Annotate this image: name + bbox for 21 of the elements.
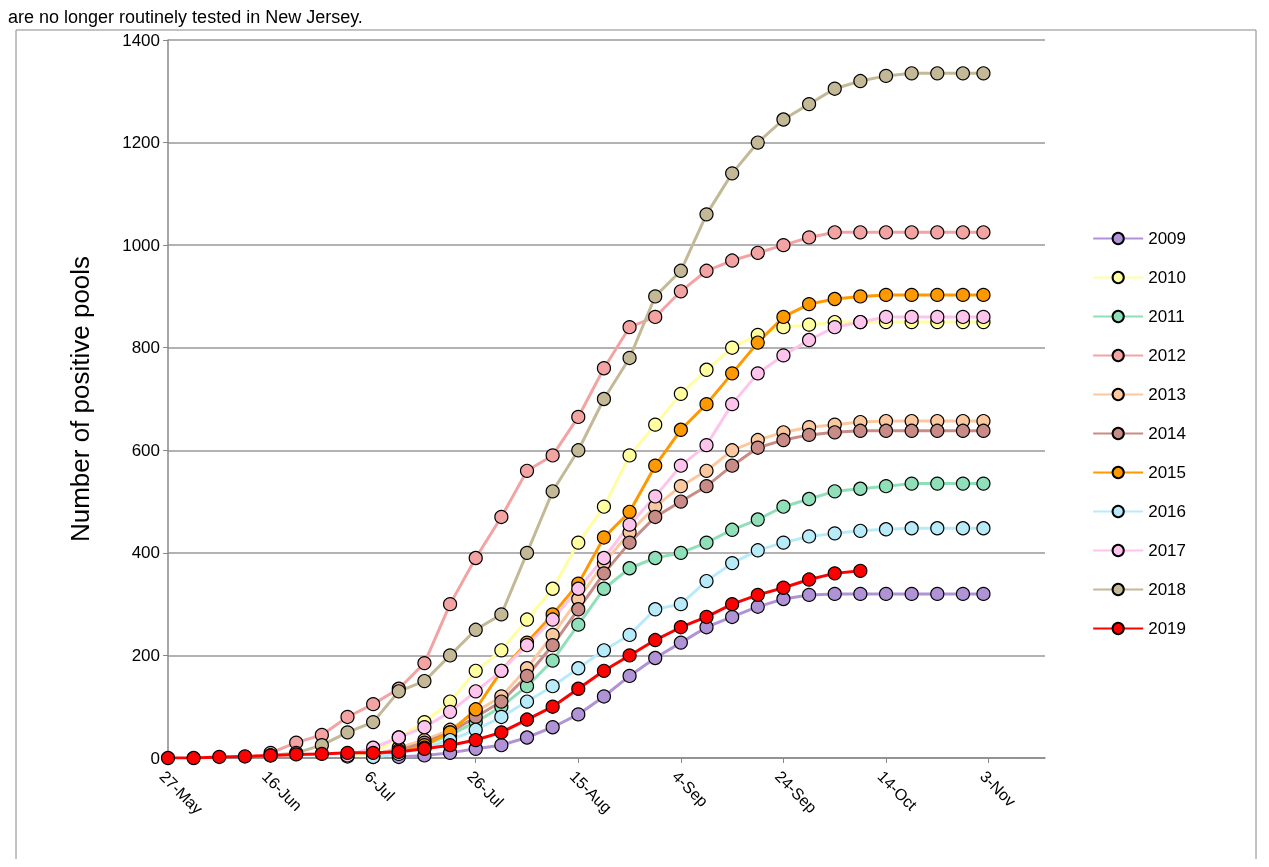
legend-label: 2013 [1148,385,1187,404]
legend-label: 2011 [1148,307,1185,326]
legend-label: 2010 [1148,268,1187,287]
y-tick-label: 200 [131,645,160,665]
legend-label: 2015 [1148,463,1187,482]
legend-label: 2019 [1148,619,1187,638]
y-tick-label: 0 [150,748,160,768]
legend-label: 2012 [1148,346,1187,365]
legend-label: 2014 [1148,424,1187,443]
y-tick-label: 1400 [122,30,160,50]
legend-label: 2017 [1148,541,1187,560]
text: are no longer routinely tested in New Jersey. [8,7,363,27]
y-tick-label: 400 [131,543,160,563]
legend-label: 2009 [1148,229,1187,248]
y-axis-title: Number of positive pools [65,255,95,543]
y-tick-label: 600 [131,440,160,460]
y-tick-label: 800 [131,338,160,358]
y-tick-label: 1000 [122,235,160,255]
legend-label: 2016 [1148,502,1187,521]
y-tick-label: 1200 [122,133,160,153]
legend-label: 2018 [1148,580,1187,599]
